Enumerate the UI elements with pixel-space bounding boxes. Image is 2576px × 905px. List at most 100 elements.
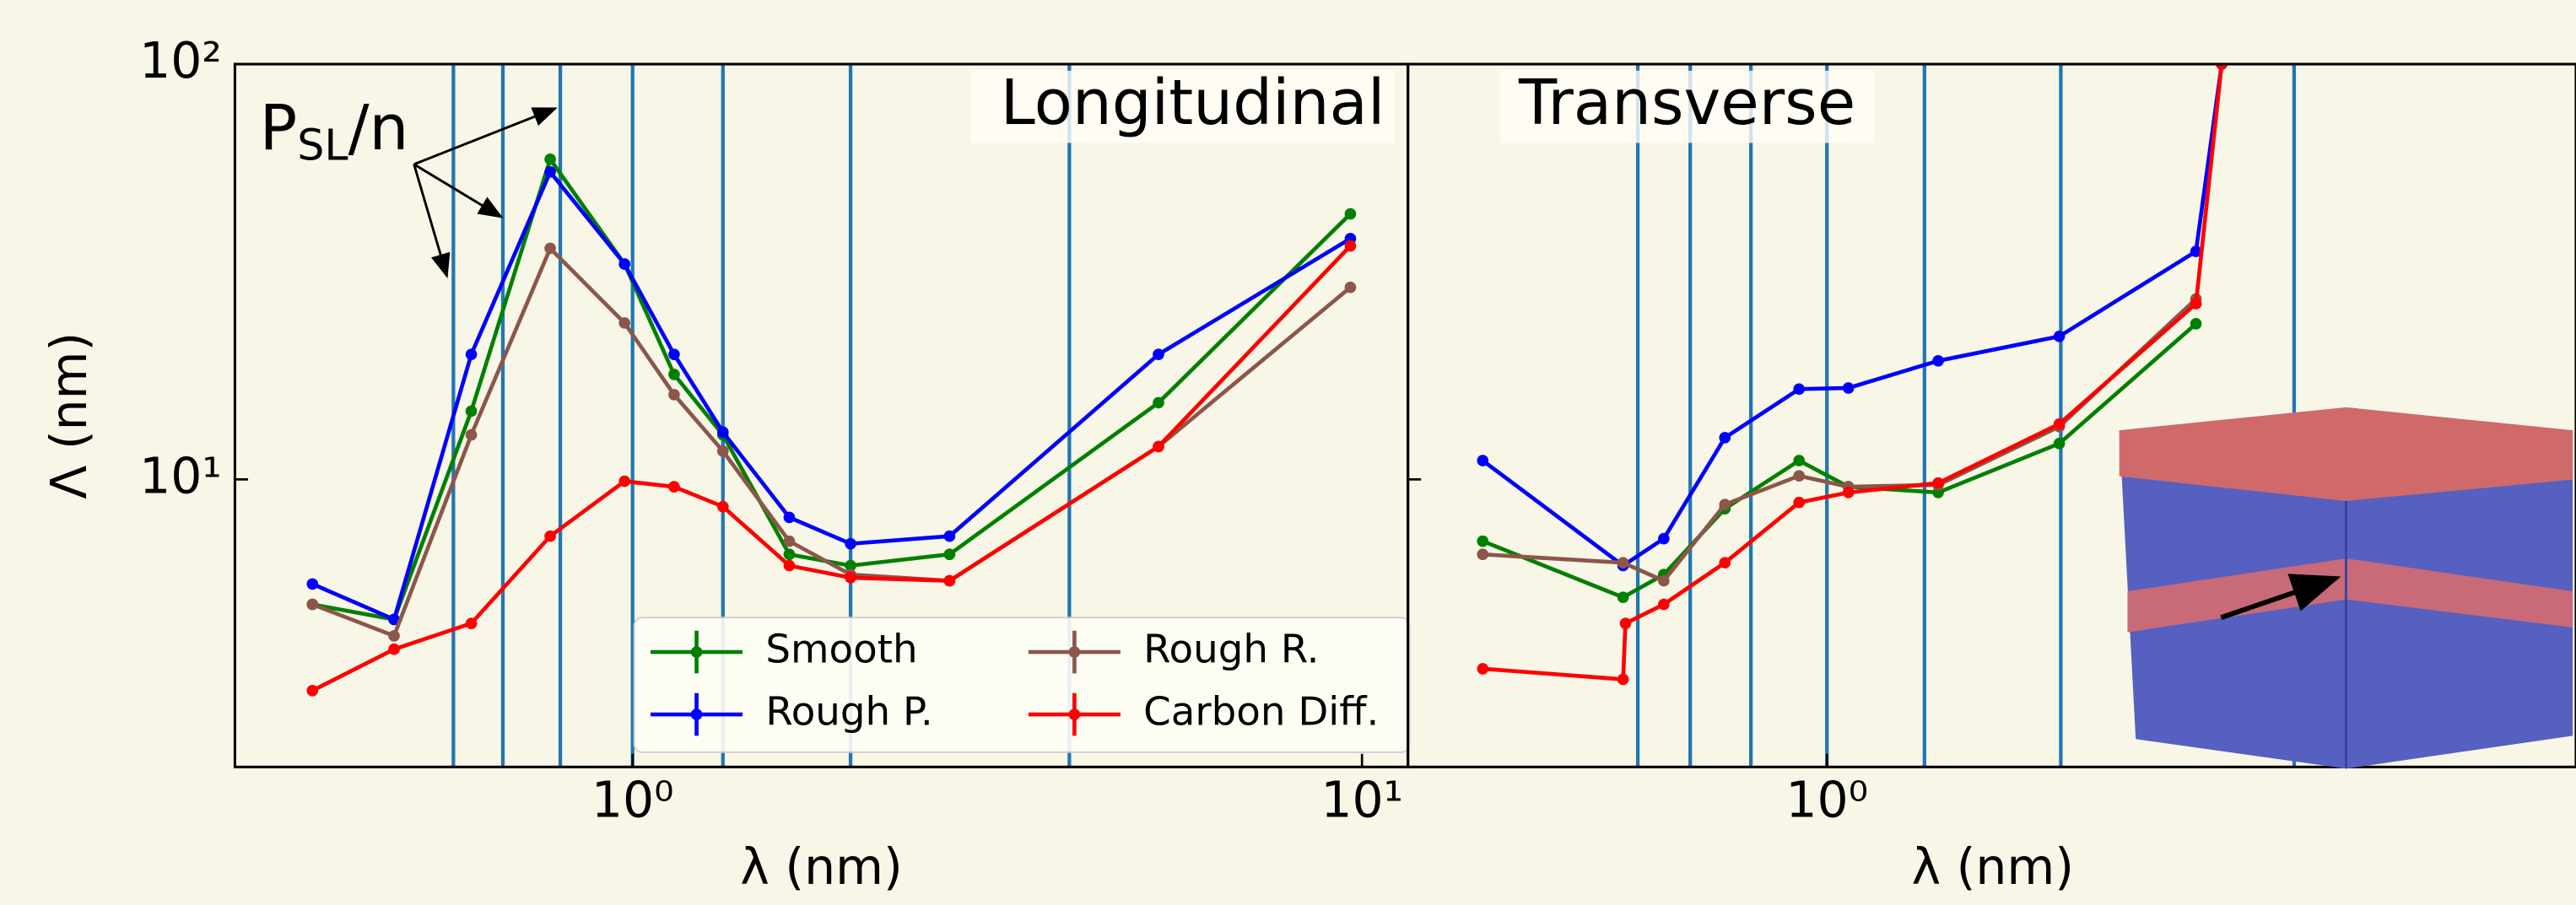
data-point	[2190, 245, 2202, 257]
series-line	[311, 154, 1353, 622]
data-point	[783, 559, 796, 572]
data-point	[668, 481, 680, 493]
data-point	[716, 445, 729, 457]
arrow	[413, 164, 451, 278]
data-point	[2053, 417, 2066, 430]
panel: 10⁰ 10¹ 10¹ 10² λ (nm) Λ (nm) Longitudinal Smoo…	[41, 32, 1411, 896]
data-point	[1793, 470, 1806, 482]
annotation: PSL/n	[260, 91, 558, 278]
legend-swatch	[690, 708, 703, 720]
plot-frame	[1407, 62, 2576, 768]
legend-swatch	[1068, 646, 1081, 658]
data-point	[943, 548, 956, 561]
series-line	[1481, 64, 2224, 568]
data-point	[2216, 64, 2228, 70]
x-axis-label: λ (nm)	[1911, 838, 2074, 896]
data-point	[1477, 663, 1489, 675]
data-point	[1842, 382, 1855, 394]
data-point	[2190, 298, 2202, 310]
data-point	[2053, 438, 2066, 450]
data-point	[1719, 432, 1731, 444]
data-point	[388, 630, 400, 642]
y-axis-label: Λ (nm)	[41, 332, 98, 499]
series	[306, 166, 1357, 626]
data-point	[783, 535, 796, 547]
series	[306, 240, 1357, 697]
annotation-base: P	[260, 91, 298, 164]
x-axis-label: λ (nm)	[740, 838, 903, 896]
data-point	[845, 559, 856, 572]
data-point	[1344, 281, 1357, 294]
data-point	[1793, 455, 1806, 466]
legend: Smooth Rough P. Rough R. Carbon Diff.	[633, 617, 1411, 753]
data-point	[306, 685, 319, 697]
data-point	[716, 500, 729, 513]
panel: 10⁰ λ (nm) Transverse	[1407, 62, 2576, 896]
data-point	[943, 530, 956, 542]
annotation-sub: SL	[297, 120, 348, 170]
x-tick-label: 10⁰	[591, 771, 674, 828]
data-point	[544, 242, 556, 255]
data-point	[716, 426, 729, 439]
data-point	[2190, 318, 2202, 330]
data-point	[1617, 591, 1629, 604]
x-tick-label: 10¹	[1320, 771, 1403, 828]
data-point	[1719, 557, 1731, 569]
data-point	[1619, 617, 1632, 629]
data-point	[306, 578, 319, 590]
legend-swatch	[690, 646, 703, 658]
legend-label: Rough P.	[765, 690, 932, 735]
y-tick-label: 10²	[139, 32, 222, 89]
legend-label: Carbon Diff.	[1143, 690, 1379, 735]
data-point	[1344, 207, 1357, 220]
data-point	[1477, 535, 1489, 547]
data-point	[943, 574, 956, 587]
y-tick-label: 10¹	[139, 448, 222, 505]
data-point	[1842, 487, 1855, 498]
data-point	[1344, 240, 1357, 252]
data-point	[465, 405, 478, 417]
data-point	[1477, 455, 1489, 466]
data-point	[668, 369, 680, 380]
legend-label: Smooth	[765, 628, 917, 673]
data-point	[1153, 396, 1164, 409]
data-point	[783, 511, 796, 524]
data-point	[618, 258, 631, 270]
data-point	[2053, 331, 2066, 342]
data-point	[1793, 496, 1806, 509]
data-point	[465, 617, 478, 629]
data-point	[668, 389, 680, 401]
series-line	[311, 168, 1352, 622]
data-point	[783, 548, 796, 561]
series	[1477, 64, 2228, 572]
data-point	[618, 475, 631, 488]
arrow	[413, 107, 558, 166]
arrow	[413, 163, 504, 218]
data-point	[465, 348, 478, 360]
annotation-text: PSL/n	[260, 91, 409, 169]
data-point	[1793, 383, 1806, 396]
data-point	[388, 613, 400, 626]
data-point	[845, 572, 856, 584]
data-point	[544, 166, 556, 178]
series-line	[311, 244, 1353, 692]
title-box	[1499, 70, 1875, 143]
data-point	[1617, 557, 1629, 569]
legend-frame	[633, 617, 1411, 753]
annotation-tail: /n	[348, 91, 409, 164]
data-point	[1617, 673, 1629, 686]
data-point	[1932, 477, 1944, 489]
data-point	[1477, 548, 1489, 561]
data-point	[306, 598, 319, 611]
panel-title: Longitudinal	[1001, 67, 1385, 139]
data-point	[1932, 354, 1944, 367]
data-point	[618, 317, 631, 329]
series	[1477, 64, 2228, 686]
data-point	[465, 428, 478, 441]
legend-swatch	[1068, 708, 1081, 720]
panel-title: Transverse	[1518, 67, 1855, 139]
data-point	[1658, 598, 1670, 611]
inset-structure	[2119, 407, 2573, 769]
